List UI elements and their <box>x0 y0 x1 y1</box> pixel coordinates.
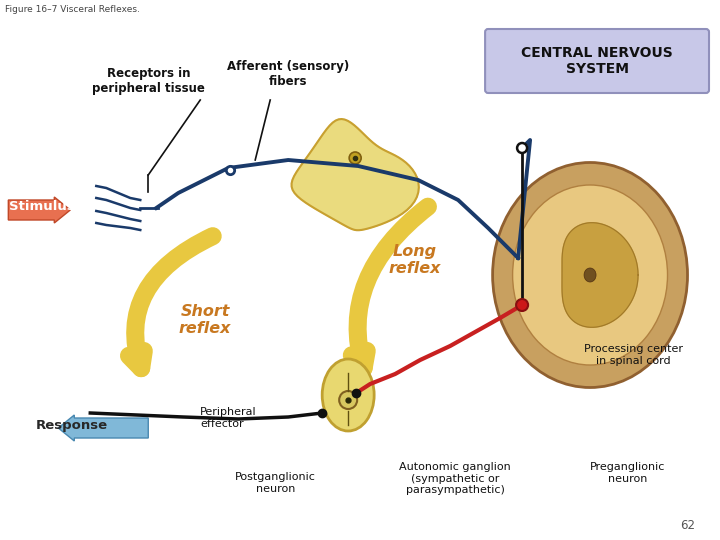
Text: Autonomic ganglion
(sympathetic or
parasympathetic): Autonomic ganglion (sympathetic or paras… <box>400 462 511 495</box>
Text: Response: Response <box>36 418 108 431</box>
Ellipse shape <box>322 359 374 431</box>
Ellipse shape <box>584 268 596 282</box>
Polygon shape <box>562 222 638 327</box>
Text: Receptors in
peripheral tissue: Receptors in peripheral tissue <box>92 67 204 95</box>
Circle shape <box>339 391 357 409</box>
Text: Afferent (sensory)
fibers: Afferent (sensory) fibers <box>227 60 349 88</box>
Text: CENTRAL NERVOUS
SYSTEM: CENTRAL NERVOUS SYSTEM <box>521 46 673 76</box>
Ellipse shape <box>513 185 667 365</box>
Text: Figure 16–7 Visceral Reflexes.: Figure 16–7 Visceral Reflexes. <box>5 5 140 14</box>
Text: Processing center
in spinal cord: Processing center in spinal cord <box>583 344 683 366</box>
Text: Stimulus: Stimulus <box>9 200 75 213</box>
Text: Long
reflex: Long reflex <box>389 244 441 276</box>
Text: Preganglionic
neuron: Preganglionic neuron <box>590 462 666 484</box>
FancyArrow shape <box>58 415 148 441</box>
Circle shape <box>349 152 361 164</box>
Text: 62: 62 <box>680 519 696 532</box>
Circle shape <box>516 299 528 311</box>
Polygon shape <box>292 119 419 230</box>
FancyBboxPatch shape <box>485 29 709 93</box>
FancyArrow shape <box>9 197 71 223</box>
Ellipse shape <box>492 163 688 388</box>
Text: Peripheral
effector: Peripheral effector <box>200 407 257 429</box>
Circle shape <box>517 143 527 153</box>
Text: Postganglionic
neuron: Postganglionic neuron <box>235 472 315 494</box>
Text: Short
reflex: Short reflex <box>179 304 232 336</box>
